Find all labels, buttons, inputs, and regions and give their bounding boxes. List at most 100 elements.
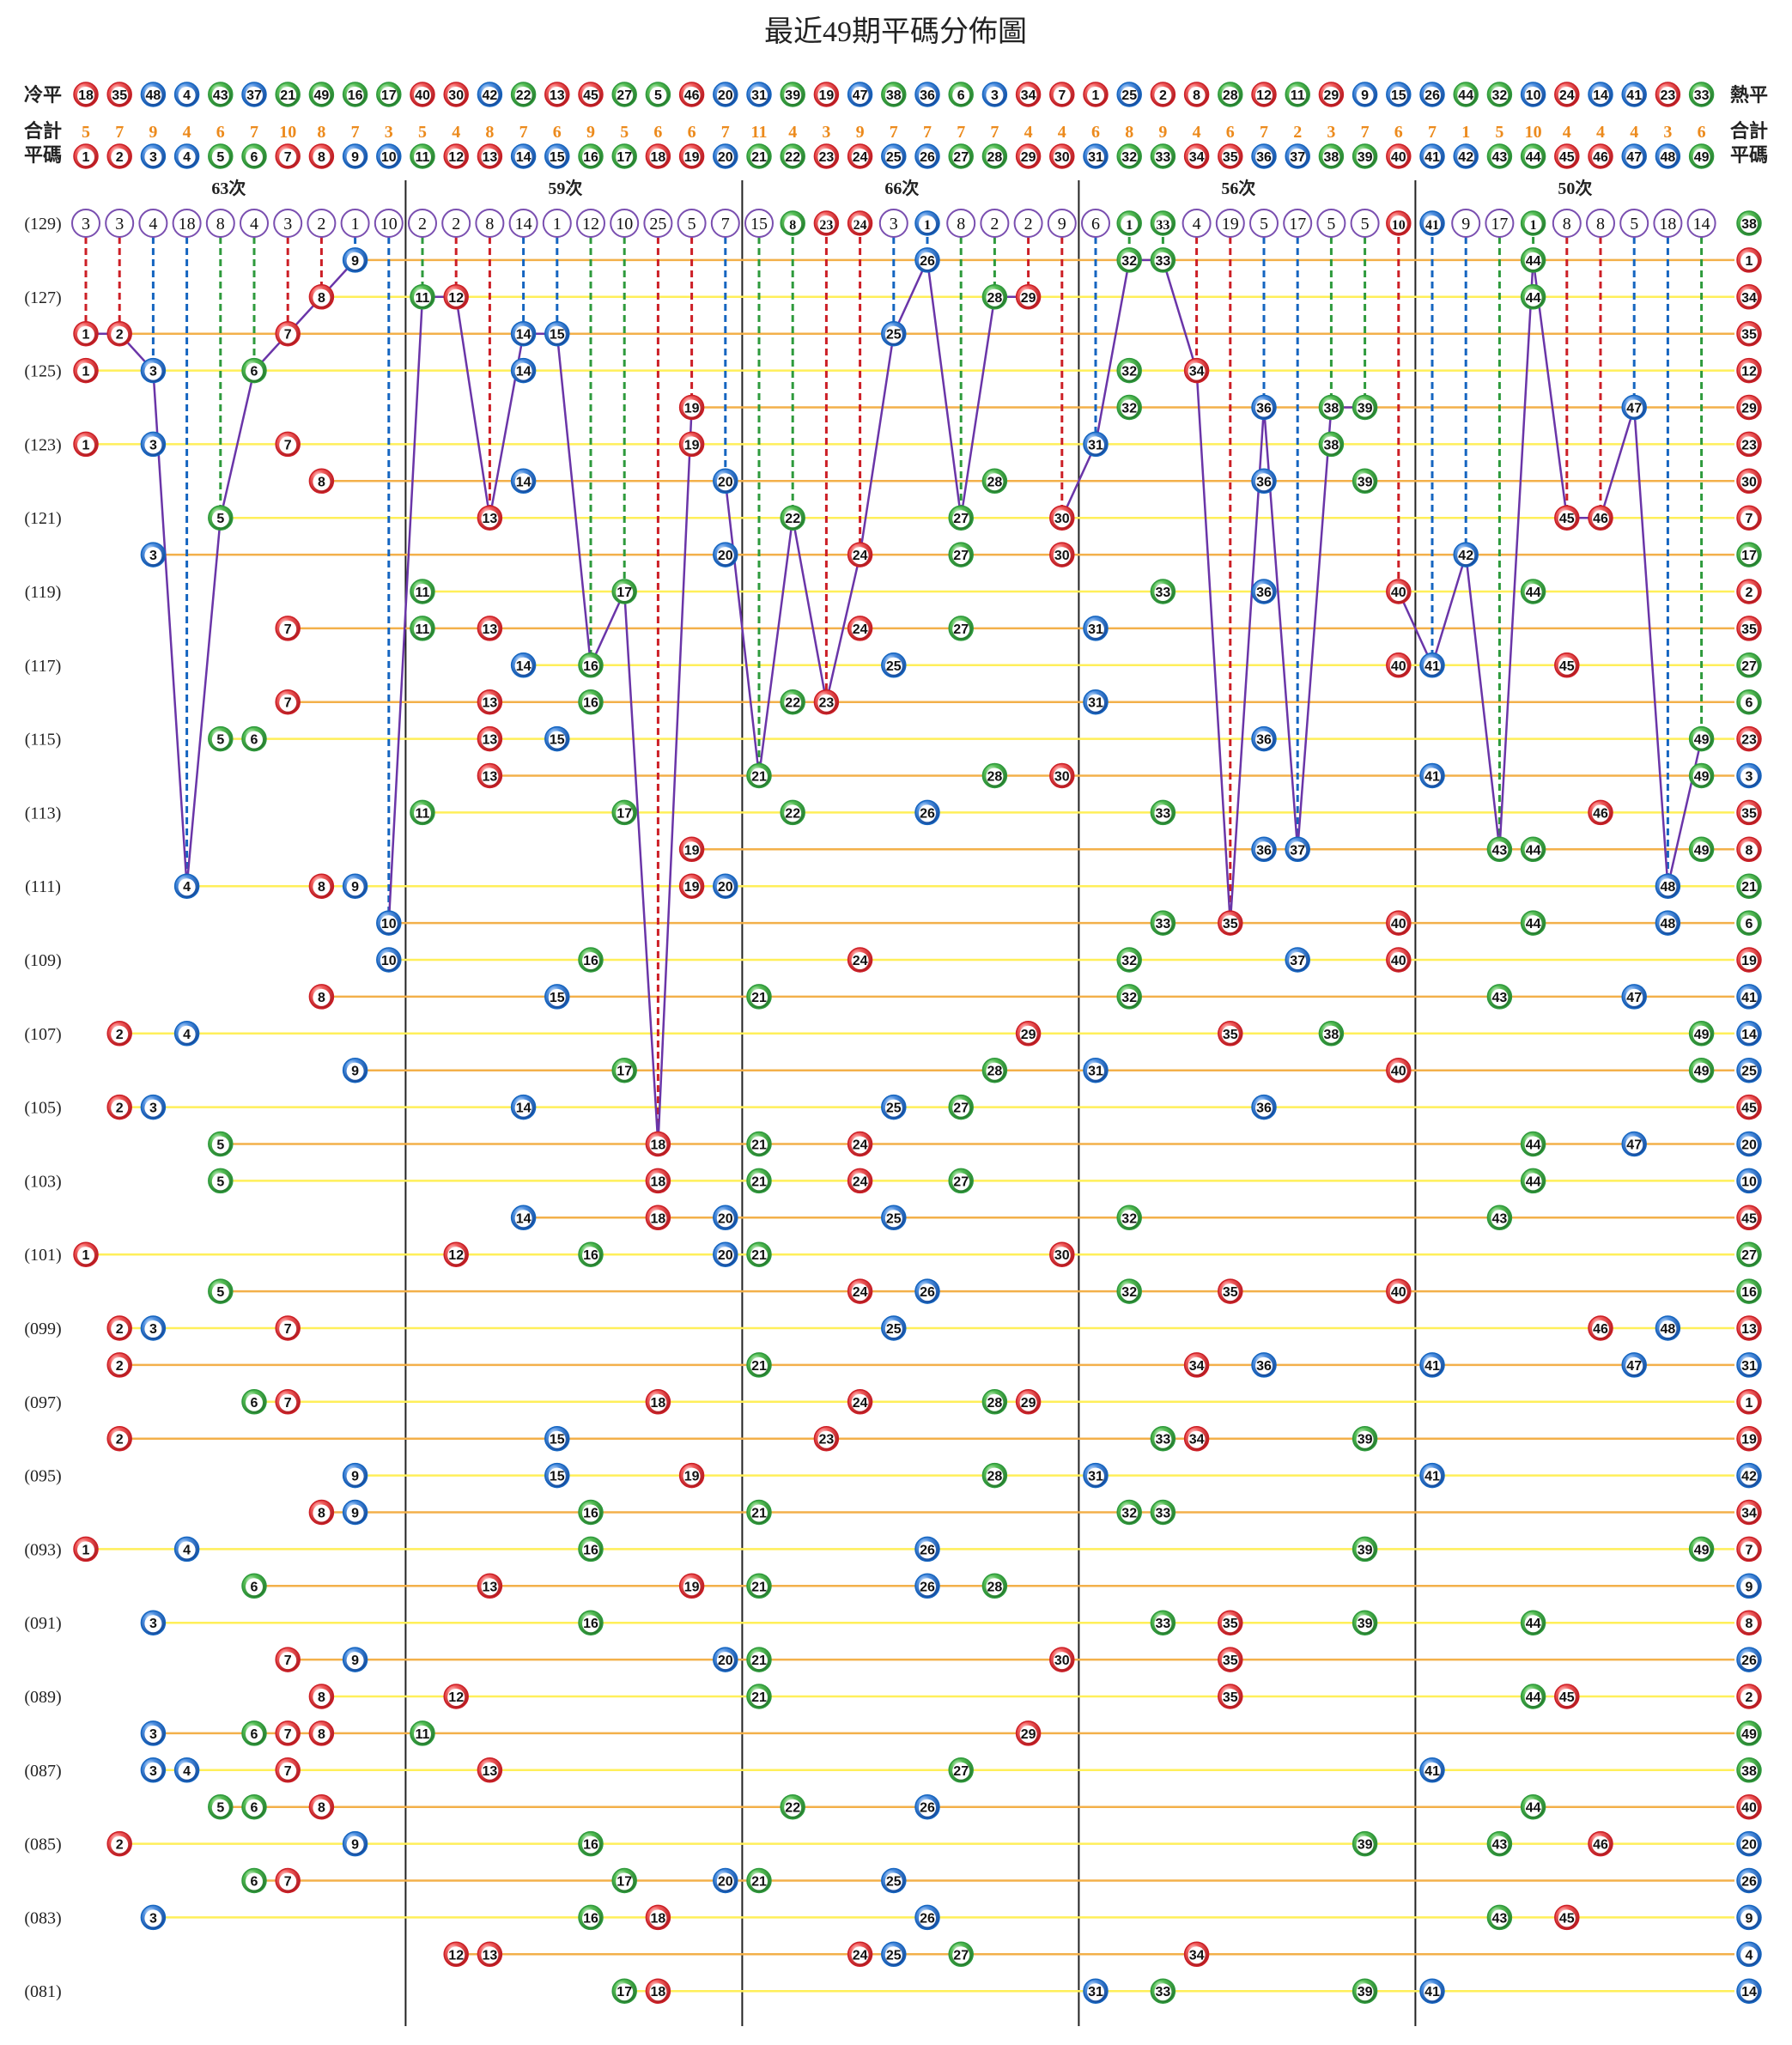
ball-face bbox=[111, 87, 129, 104]
ball-face bbox=[313, 473, 331, 491]
ball-number: 5 bbox=[216, 150, 224, 165]
ball-face bbox=[1625, 149, 1643, 166]
ball-number: 30 bbox=[1054, 1654, 1070, 1668]
ball-face bbox=[1659, 915, 1677, 933]
ball-number: 1 bbox=[82, 438, 90, 452]
row-ball: 32 bbox=[1116, 947, 1142, 973]
gap-value: 8 bbox=[216, 215, 225, 234]
ball-number: 11 bbox=[416, 150, 430, 165]
total-value: 7 bbox=[721, 123, 730, 142]
gap-value: 8 bbox=[1596, 215, 1605, 234]
ball-face bbox=[1154, 215, 1172, 233]
ball-face bbox=[952, 149, 970, 166]
ball-face bbox=[1740, 1173, 1758, 1191]
ball-number: 7 bbox=[284, 438, 292, 452]
total-value: 10 bbox=[1525, 123, 1542, 142]
row-ball: 46 bbox=[1588, 1315, 1613, 1341]
ball-face bbox=[1255, 731, 1273, 749]
ball-number: 49 bbox=[1694, 770, 1710, 785]
ball-face bbox=[548, 1467, 566, 1485]
gap-circle-icon bbox=[980, 209, 1010, 238]
period-label: (089) bbox=[24, 1688, 61, 1707]
ball-face bbox=[481, 1578, 499, 1596]
hot-ball: 19 bbox=[1736, 947, 1762, 973]
cold-ball: 20 bbox=[713, 82, 738, 107]
row-ball: 32 bbox=[1116, 1205, 1142, 1231]
row-ball: 30 bbox=[1049, 762, 1075, 789]
ball-face bbox=[1491, 149, 1509, 166]
ball-face bbox=[1457, 87, 1475, 104]
ball-number: 41 bbox=[1424, 1470, 1440, 1484]
ball-number: 34 bbox=[1189, 1433, 1205, 1447]
ball-face bbox=[178, 87, 196, 104]
ball-number: 40 bbox=[415, 88, 430, 103]
header-ball: 42 bbox=[1453, 143, 1479, 169]
ball-face bbox=[1255, 1099, 1273, 1117]
ball-number: 33 bbox=[1156, 254, 1171, 269]
row-ball: 15 bbox=[544, 984, 570, 1010]
row-ball: 7 bbox=[275, 1315, 301, 1341]
ball-number: 14 bbox=[1741, 1985, 1757, 1999]
ball-face bbox=[716, 1210, 734, 1228]
ball-number: 16 bbox=[583, 954, 598, 968]
ball-face bbox=[1121, 215, 1139, 233]
header-ball: 4 bbox=[173, 143, 200, 169]
ball-number: 6 bbox=[251, 1801, 258, 1816]
ball-number: 21 bbox=[751, 1138, 767, 1153]
cold-ball: 21 bbox=[275, 82, 301, 107]
ball-face bbox=[616, 804, 634, 822]
ball-number: 37 bbox=[1290, 843, 1305, 858]
ball-face bbox=[1457, 149, 1475, 166]
row-ball: 36 bbox=[1251, 836, 1277, 863]
ball-number: 25 bbox=[886, 150, 902, 165]
ball-face bbox=[851, 1136, 869, 1154]
row-ball: 16 bbox=[578, 1904, 604, 1931]
ball-face bbox=[514, 473, 532, 491]
ball-face bbox=[1740, 362, 1758, 380]
header-ball: 20 bbox=[713, 143, 738, 169]
row-ball: 27 bbox=[948, 542, 974, 567]
ball-face bbox=[716, 87, 734, 104]
hot-ball: 23 bbox=[1736, 431, 1762, 458]
ball-face bbox=[1356, 1430, 1374, 1448]
ball-number: 35 bbox=[1223, 1028, 1238, 1042]
ball-face bbox=[884, 1099, 902, 1117]
total-value: 4 bbox=[1024, 123, 1033, 142]
ball-face bbox=[548, 731, 566, 749]
gap-value: 10 bbox=[380, 215, 398, 234]
ball-face bbox=[1087, 1467, 1104, 1485]
ball-face bbox=[447, 149, 465, 166]
ball-face bbox=[1558, 657, 1576, 675]
total-value: 6 bbox=[1394, 123, 1403, 142]
ball-number: 36 bbox=[1256, 402, 1272, 416]
gap-cell: 3 bbox=[878, 209, 908, 238]
total-value: 6 bbox=[553, 123, 562, 142]
row-ball: 13 bbox=[477, 1941, 503, 1968]
ball-number: 9 bbox=[1361, 88, 1369, 103]
row-ball: 1 bbox=[73, 1241, 99, 1267]
ball-number: 20 bbox=[718, 880, 733, 895]
ball-face bbox=[1424, 87, 1441, 104]
header-ball: 28 bbox=[981, 143, 1008, 169]
ball-number: 46 bbox=[1593, 1322, 1608, 1337]
ball-face bbox=[111, 1025, 129, 1043]
ball-face bbox=[1592, 87, 1609, 104]
ball-number: 14 bbox=[1593, 88, 1608, 103]
row-ball: 39 bbox=[1352, 1425, 1378, 1452]
ball-number: 40 bbox=[1391, 150, 1406, 165]
total-value: 6 bbox=[1698, 123, 1706, 142]
ball-face bbox=[1457, 547, 1475, 565]
ball-face bbox=[1255, 473, 1273, 491]
ball-face bbox=[1087, 87, 1104, 104]
ball-face bbox=[279, 149, 297, 166]
ball-number: 3 bbox=[149, 1764, 157, 1779]
ball-number: 9 bbox=[351, 254, 359, 269]
hot-ball: 1 bbox=[1736, 247, 1762, 273]
ball-face bbox=[77, 1541, 94, 1559]
ball-number: 20 bbox=[718, 475, 733, 489]
row-ball: 43 bbox=[1486, 836, 1513, 863]
ball-number: 49 bbox=[1741, 1727, 1757, 1742]
row-ball: 42 bbox=[1453, 542, 1479, 567]
ball-face bbox=[111, 1099, 129, 1117]
gap-value: 25 bbox=[649, 215, 666, 234]
